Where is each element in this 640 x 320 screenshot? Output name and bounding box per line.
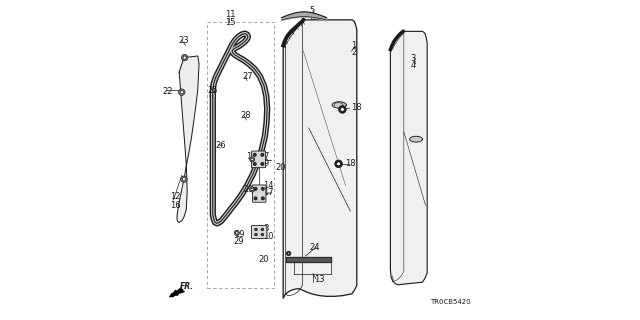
Polygon shape (332, 102, 346, 108)
Circle shape (335, 160, 342, 168)
Text: 17: 17 (263, 188, 274, 197)
Polygon shape (390, 31, 428, 285)
Circle shape (182, 54, 188, 61)
Circle shape (254, 187, 257, 190)
Circle shape (261, 162, 264, 165)
Circle shape (181, 176, 187, 182)
Circle shape (179, 89, 185, 95)
Circle shape (253, 162, 256, 165)
Text: 9: 9 (263, 159, 268, 168)
Text: 4: 4 (410, 61, 415, 70)
Circle shape (251, 158, 253, 161)
Circle shape (183, 56, 186, 59)
Circle shape (254, 154, 255, 156)
Text: 18: 18 (351, 103, 362, 112)
Circle shape (262, 234, 263, 235)
Circle shape (254, 163, 255, 164)
Text: 11: 11 (225, 10, 235, 19)
Circle shape (236, 232, 238, 234)
Text: 26: 26 (215, 141, 226, 150)
FancyBboxPatch shape (252, 151, 266, 168)
Text: 10: 10 (263, 232, 273, 241)
Polygon shape (287, 257, 332, 262)
Text: 21: 21 (244, 185, 254, 194)
Circle shape (261, 233, 264, 236)
Text: 8: 8 (263, 224, 268, 233)
Text: 1: 1 (351, 41, 356, 50)
Text: 28: 28 (241, 111, 252, 120)
Circle shape (337, 162, 340, 166)
Text: 19: 19 (246, 152, 256, 161)
Circle shape (261, 228, 264, 231)
Text: 6: 6 (310, 13, 315, 22)
Circle shape (287, 251, 291, 256)
Circle shape (288, 252, 289, 254)
Text: TR0CB5420: TR0CB5420 (431, 300, 471, 305)
Circle shape (261, 153, 264, 156)
Polygon shape (283, 20, 357, 298)
FancyBboxPatch shape (252, 226, 267, 238)
Circle shape (254, 197, 257, 200)
Circle shape (255, 229, 257, 230)
Text: 7: 7 (263, 152, 268, 161)
Text: 20: 20 (259, 255, 269, 264)
Circle shape (255, 198, 256, 199)
FancyBboxPatch shape (252, 185, 266, 202)
Text: 25: 25 (207, 86, 218, 95)
Text: 14: 14 (263, 181, 273, 190)
Circle shape (261, 187, 264, 190)
Circle shape (251, 188, 253, 191)
Text: 3: 3 (410, 54, 415, 63)
Circle shape (234, 230, 239, 236)
Circle shape (180, 91, 183, 94)
Circle shape (250, 157, 255, 162)
Text: 18: 18 (345, 159, 356, 168)
Circle shape (250, 187, 255, 192)
Circle shape (262, 163, 263, 164)
Text: 24: 24 (310, 243, 320, 252)
Text: FR.: FR. (180, 282, 194, 291)
Circle shape (255, 234, 257, 235)
Text: 16: 16 (170, 201, 180, 210)
Circle shape (262, 188, 264, 189)
Text: 23: 23 (179, 36, 189, 44)
Circle shape (255, 228, 257, 231)
Text: 13: 13 (314, 275, 324, 284)
Text: 2: 2 (351, 48, 356, 57)
Text: 27: 27 (243, 72, 253, 81)
Circle shape (182, 178, 186, 181)
Circle shape (253, 153, 256, 156)
Polygon shape (177, 56, 199, 222)
Circle shape (261, 197, 264, 200)
Text: 19: 19 (234, 230, 244, 239)
Text: 29: 29 (234, 237, 244, 246)
Circle shape (262, 229, 263, 230)
Circle shape (262, 198, 264, 199)
Text: 5: 5 (310, 6, 315, 15)
Text: 15: 15 (225, 18, 235, 27)
Circle shape (339, 106, 346, 113)
Text: 20: 20 (276, 163, 286, 172)
Circle shape (255, 233, 257, 236)
Bar (207, 22, 274, 288)
Circle shape (255, 188, 256, 189)
Polygon shape (410, 136, 422, 142)
Text: 22: 22 (163, 87, 173, 96)
Circle shape (340, 108, 344, 111)
Circle shape (262, 154, 263, 156)
Text: 12: 12 (170, 192, 180, 201)
